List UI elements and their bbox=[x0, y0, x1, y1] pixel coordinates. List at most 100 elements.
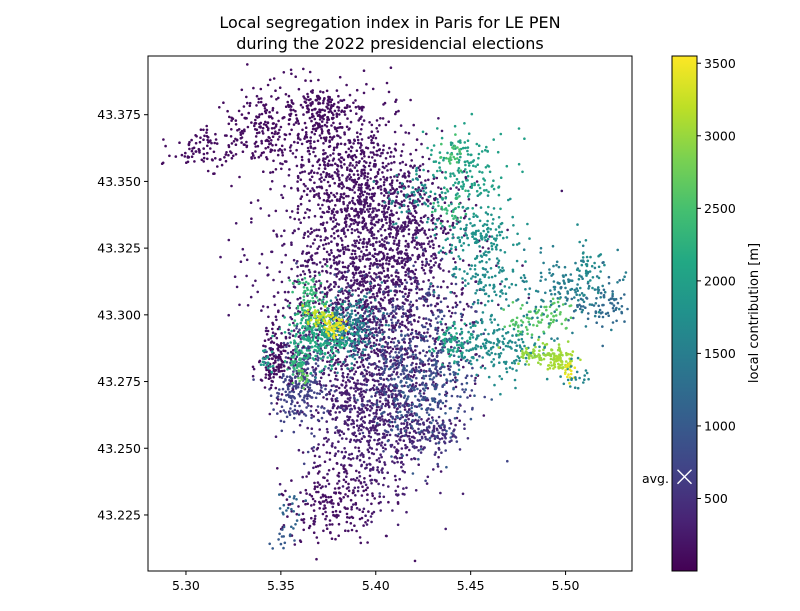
point bbox=[380, 415, 384, 418]
point bbox=[397, 241, 401, 245]
point bbox=[376, 262, 380, 266]
point bbox=[431, 221, 435, 225]
point bbox=[394, 305, 398, 309]
point bbox=[326, 162, 330, 165]
point bbox=[403, 429, 407, 433]
point bbox=[344, 296, 348, 300]
point bbox=[369, 262, 373, 265]
point bbox=[430, 397, 434, 400]
point bbox=[372, 164, 376, 168]
point bbox=[412, 357, 415, 360]
point bbox=[454, 261, 457, 264]
point bbox=[303, 400, 306, 404]
point bbox=[329, 217, 333, 221]
point bbox=[342, 227, 346, 230]
point bbox=[377, 470, 381, 474]
point bbox=[456, 395, 459, 398]
point bbox=[387, 90, 391, 94]
point bbox=[365, 195, 368, 199]
point bbox=[370, 512, 374, 515]
point bbox=[409, 349, 413, 352]
point bbox=[425, 351, 429, 354]
point bbox=[360, 428, 363, 432]
point bbox=[304, 502, 307, 506]
point bbox=[382, 269, 386, 273]
point bbox=[422, 374, 425, 378]
point bbox=[360, 186, 363, 190]
point bbox=[422, 280, 425, 283]
point bbox=[321, 485, 324, 488]
point bbox=[359, 271, 363, 274]
point bbox=[396, 271, 400, 275]
point bbox=[383, 205, 387, 208]
point bbox=[401, 390, 404, 394]
point bbox=[405, 374, 409, 378]
point bbox=[322, 396, 325, 399]
point bbox=[374, 411, 378, 414]
point bbox=[393, 474, 397, 478]
point bbox=[328, 144, 332, 148]
point bbox=[437, 402, 441, 405]
point bbox=[396, 251, 400, 254]
point bbox=[343, 131, 346, 134]
point bbox=[413, 272, 417, 276]
point bbox=[372, 146, 376, 149]
point bbox=[290, 210, 294, 213]
point bbox=[346, 117, 349, 120]
point bbox=[332, 232, 336, 235]
point bbox=[293, 408, 297, 412]
point bbox=[336, 243, 340, 246]
point bbox=[393, 377, 396, 381]
point bbox=[310, 108, 314, 112]
point bbox=[275, 336, 279, 340]
point bbox=[394, 404, 398, 408]
point bbox=[332, 102, 336, 106]
point bbox=[438, 193, 442, 197]
point bbox=[353, 166, 357, 169]
point bbox=[372, 284, 376, 288]
point bbox=[388, 412, 392, 415]
point bbox=[339, 160, 342, 163]
point bbox=[397, 375, 400, 379]
point bbox=[372, 312, 375, 315]
point bbox=[354, 370, 358, 374]
point bbox=[408, 408, 411, 411]
point bbox=[357, 230, 360, 234]
point bbox=[350, 515, 354, 519]
point bbox=[367, 210, 370, 213]
point bbox=[322, 170, 325, 174]
point bbox=[393, 293, 397, 297]
point bbox=[334, 492, 338, 495]
point bbox=[383, 316, 387, 320]
point bbox=[395, 230, 399, 234]
point bbox=[403, 172, 406, 175]
point bbox=[313, 391, 316, 394]
point bbox=[270, 127, 274, 130]
point bbox=[341, 289, 344, 293]
point bbox=[336, 272, 340, 275]
point bbox=[344, 278, 348, 282]
point bbox=[434, 372, 438, 375]
point bbox=[164, 144, 167, 148]
point bbox=[400, 203, 403, 206]
point bbox=[330, 499, 334, 502]
point bbox=[389, 257, 392, 261]
point bbox=[363, 210, 367, 213]
point bbox=[371, 156, 374, 159]
point bbox=[239, 133, 243, 136]
point bbox=[202, 128, 205, 132]
point bbox=[346, 270, 349, 274]
point bbox=[290, 243, 293, 246]
point bbox=[186, 160, 190, 164]
point bbox=[359, 189, 363, 193]
point bbox=[317, 102, 320, 106]
point bbox=[392, 397, 396, 401]
point bbox=[295, 148, 298, 152]
point bbox=[351, 188, 354, 192]
point bbox=[374, 431, 377, 435]
point bbox=[416, 231, 420, 235]
point bbox=[331, 510, 335, 514]
point bbox=[433, 387, 437, 391]
point bbox=[391, 324, 395, 327]
point bbox=[315, 127, 319, 130]
